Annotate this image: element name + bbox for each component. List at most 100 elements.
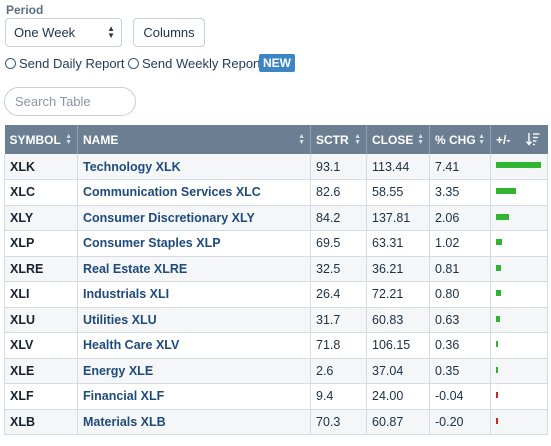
close-cell: 137.81 bbox=[366, 205, 430, 231]
change-bar bbox=[496, 417, 498, 424]
table-row[interactable]: XLY Consumer Discretionary XLY 84.2 137.81 2… bbox=[4, 205, 548, 231]
close-cell: 72.21 bbox=[366, 281, 430, 308]
col-header-sctr[interactable]: SCTR ▲ ▼ bbox=[310, 125, 367, 154]
table-row[interactable]: XLE Energy XLE 2.6 37.04 0.35 bbox=[4, 358, 548, 384]
change-bar-cell bbox=[490, 281, 548, 308]
send-weekly-report-radio[interactable]: Send Weekly Report bbox=[128, 56, 261, 71]
close-cell: 58.55 bbox=[366, 179, 430, 206]
sort-icon: ▲ ▼ bbox=[417, 133, 424, 146]
sctr-cell: 31.7 bbox=[310, 307, 367, 333]
pct-chg-cell: -0.04 bbox=[429, 383, 491, 410]
change-bar bbox=[496, 239, 502, 245]
change-bar-cell bbox=[490, 383, 548, 410]
table-header-row: SYMBOL ▲ ▼ NAME ▲ ▼ SCTR ▲ ▼ CLOSE ▲ ▼ % CHG ▲ ▼ +… bbox=[4, 125, 548, 154]
change-bar bbox=[496, 213, 509, 220]
name-link[interactable]: Health Care XLV bbox=[77, 332, 311, 359]
name-link[interactable]: Technology XLK bbox=[77, 154, 311, 180]
send-weekly-report-label: Send Weekly Report bbox=[142, 56, 261, 71]
sctr-cell: 69.5 bbox=[310, 230, 367, 257]
pct-chg-cell: 3.35 bbox=[429, 179, 491, 206]
col-header-name[interactable]: NAME ▲ ▼ bbox=[77, 125, 311, 154]
table-row[interactable]: XLRE Real Estate XLRE 32.5 36.21 0.81 bbox=[4, 256, 548, 282]
columns-button[interactable]: Columns bbox=[133, 18, 205, 47]
change-bar bbox=[496, 315, 500, 322]
close-cell: 60.87 bbox=[366, 409, 430, 435]
sort-icon: ▲ ▼ bbox=[65, 133, 72, 146]
name-link[interactable]: Materials XLB bbox=[77, 409, 311, 435]
period-select[interactable]: One Week ▲ ▼ bbox=[5, 18, 122, 47]
symbol-cell: XLF bbox=[4, 383, 78, 410]
col-header-pct-chg[interactable]: % CHG ▲ ▼ bbox=[429, 125, 491, 154]
col-header-plus-minus[interactable]: +/- bbox=[490, 125, 548, 154]
name-link[interactable]: Industrials XLI bbox=[77, 281, 311, 308]
change-bar-cell bbox=[490, 179, 548, 206]
change-bar bbox=[496, 264, 501, 271]
symbol-cell: XLK bbox=[4, 154, 78, 180]
change-bar-cell bbox=[490, 332, 548, 359]
col-header-symbol[interactable]: SYMBOL ▲ ▼ bbox=[4, 125, 78, 154]
symbol-cell: XLV bbox=[4, 332, 78, 359]
close-cell: 36.21 bbox=[366, 256, 430, 282]
table-row[interactable]: XLV Health Care XLV 71.8 106.15 0.36 bbox=[4, 332, 548, 359]
change-bar-cell bbox=[490, 256, 548, 282]
sctr-cell: 26.4 bbox=[310, 281, 367, 308]
sctr-cell: 9.4 bbox=[310, 383, 367, 410]
close-cell: 37.04 bbox=[366, 358, 430, 384]
send-daily-report-label: Send Daily Report bbox=[19, 56, 125, 71]
sort-descending-icon bbox=[525, 133, 539, 146]
name-link[interactable]: Energy XLE bbox=[77, 358, 311, 384]
change-bar-cell bbox=[490, 358, 548, 384]
change-bar-cell bbox=[490, 154, 548, 180]
pct-chg-cell: -0.20 bbox=[429, 409, 491, 435]
name-link[interactable]: Communication Services XLC bbox=[77, 179, 311, 206]
sector-table: SYMBOL ▲ ▼ NAME ▲ ▼ SCTR ▲ ▼ CLOSE ▲ ▼ % CHG ▲ ▼ +… bbox=[4, 125, 548, 435]
change-bar bbox=[496, 290, 501, 296]
pct-chg-cell: 0.36 bbox=[429, 332, 491, 359]
pct-chg-cell: 2.06 bbox=[429, 205, 491, 231]
name-link[interactable]: Consumer Discretionary XLY bbox=[77, 205, 311, 231]
close-cell: 24.00 bbox=[366, 383, 430, 410]
sctr-cell: 82.6 bbox=[310, 179, 367, 206]
symbol-cell: XLC bbox=[4, 179, 78, 206]
change-bar bbox=[496, 341, 498, 347]
sort-icon: ▲ ▼ bbox=[354, 133, 361, 146]
radio-circle-icon bbox=[5, 58, 16, 69]
new-badge: NEW bbox=[259, 54, 295, 72]
sctr-cell: 84.2 bbox=[310, 205, 367, 231]
sort-icon: ▲ ▼ bbox=[478, 133, 485, 146]
sort-icon: ▲ ▼ bbox=[298, 133, 305, 146]
search-table-input[interactable] bbox=[4, 87, 136, 116]
radio-circle-icon bbox=[128, 58, 139, 69]
close-cell: 106.15 bbox=[366, 332, 430, 359]
table-row[interactable]: XLF Financial XLF 9.4 24.00 -0.04 bbox=[4, 383, 548, 410]
col-header-close[interactable]: CLOSE ▲ ▼ bbox=[366, 125, 430, 154]
close-cell: 60.83 bbox=[366, 307, 430, 333]
pct-chg-cell: 0.63 bbox=[429, 307, 491, 333]
sctr-cell: 70.3 bbox=[310, 409, 367, 435]
name-link[interactable]: Utilities XLU bbox=[77, 307, 311, 333]
change-bar bbox=[496, 162, 541, 168]
symbol-cell: XLP bbox=[4, 230, 78, 257]
send-daily-report-radio[interactable]: Send Daily Report bbox=[5, 56, 125, 71]
pct-chg-cell: 0.80 bbox=[429, 281, 491, 308]
change-bar-cell bbox=[490, 205, 548, 231]
table-row[interactable]: XLK Technology XLK 93.1 113.44 7.41 bbox=[4, 154, 548, 180]
change-bar-cell bbox=[490, 307, 548, 333]
table-row[interactable]: XLP Consumer Staples XLP 69.5 63.31 1.02 bbox=[4, 230, 548, 257]
symbol-cell: XLY bbox=[4, 205, 78, 231]
pct-chg-cell: 1.02 bbox=[429, 230, 491, 257]
table-row[interactable]: XLC Communication Services XLC 82.6 58.55 3.… bbox=[4, 179, 548, 206]
name-link[interactable]: Financial XLF bbox=[77, 383, 311, 410]
table-row[interactable]: XLI Industrials XLI 26.4 72.21 0.80 bbox=[4, 281, 548, 308]
table-row[interactable]: XLB Materials XLB 70.3 60.87 -0.20 bbox=[4, 409, 548, 435]
table-row[interactable]: XLU Utilities XLU 31.7 60.83 0.63 bbox=[4, 307, 548, 333]
name-link[interactable]: Consumer Staples XLP bbox=[77, 230, 311, 257]
symbol-cell: XLE bbox=[4, 358, 78, 384]
pct-chg-cell: 0.81 bbox=[429, 256, 491, 282]
name-link[interactable]: Real Estate XLRE bbox=[77, 256, 311, 282]
sctr-cell: 32.5 bbox=[310, 256, 367, 282]
pct-chg-cell: 7.41 bbox=[429, 154, 491, 180]
change-bar bbox=[496, 392, 498, 398]
symbol-cell: XLI bbox=[4, 281, 78, 308]
pct-chg-cell: 0.35 bbox=[429, 358, 491, 384]
